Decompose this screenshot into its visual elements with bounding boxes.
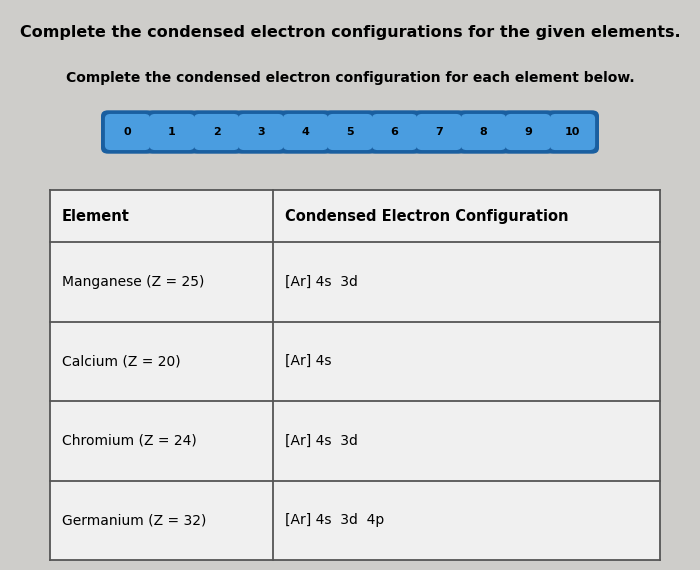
Text: Manganese (Z = 25): Manganese (Z = 25): [62, 275, 204, 289]
Text: Complete the condensed electron configurations for the given elements.: Complete the condensed electron configur…: [20, 25, 680, 39]
Text: Element: Element: [62, 209, 130, 223]
Text: Germanium (Z = 32): Germanium (Z = 32): [62, 513, 206, 527]
Text: 4: 4: [302, 127, 309, 137]
Text: 6: 6: [391, 127, 398, 137]
Text: 1: 1: [168, 127, 176, 137]
Text: 3: 3: [257, 127, 265, 137]
Text: 8: 8: [480, 127, 487, 137]
Text: Condensed Electron Configuration: Condensed Electron Configuration: [285, 209, 568, 223]
Text: [Ar] 4s  3d: [Ar] 4s 3d: [285, 434, 358, 448]
Text: 9: 9: [524, 127, 532, 137]
Text: 5: 5: [346, 127, 354, 137]
Text: [Ar] 4s: [Ar] 4s: [285, 354, 331, 368]
Text: Complete the condensed electron configuration for each element below.: Complete the condensed electron configur…: [66, 71, 634, 85]
Text: [Ar] 4s  3d  4p: [Ar] 4s 3d 4p: [285, 513, 384, 527]
Text: Chromium (Z = 24): Chromium (Z = 24): [62, 434, 197, 448]
Text: 10: 10: [565, 127, 580, 137]
Text: 7: 7: [435, 127, 443, 137]
Text: 0: 0: [124, 127, 132, 137]
Text: [Ar] 4s  3d: [Ar] 4s 3d: [285, 275, 358, 289]
Text: Calcium (Z = 20): Calcium (Z = 20): [62, 354, 181, 368]
Text: 2: 2: [213, 127, 220, 137]
